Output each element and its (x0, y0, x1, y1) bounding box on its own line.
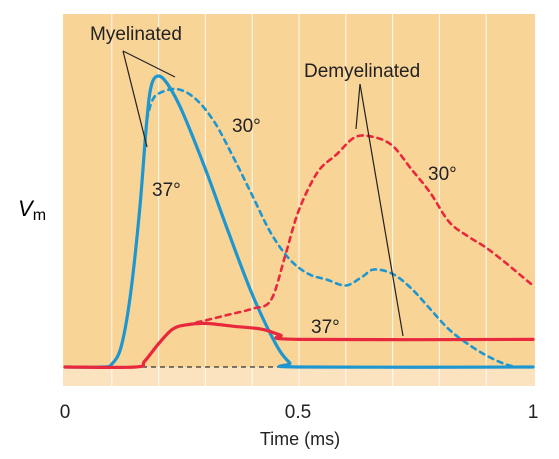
annotation-myelinated: Myelinated (90, 24, 182, 45)
annotation-demyelinated: Demyelinated (304, 61, 420, 82)
gridlines (111, 14, 487, 386)
series-line-demyelinated-30 (185, 134, 535, 327)
annotation-myelinated-30: 30° (232, 116, 261, 137)
series-line-demyelinated-37 (63, 321, 535, 370)
x-tick-label-1: 0.5 (285, 402, 311, 423)
annotation-myelinated-37: 37° (152, 180, 181, 201)
x-axis-title: Time (ms) (260, 429, 340, 449)
x-tick-label-0: 0 (60, 402, 71, 423)
series-line-myelinated-37 (63, 74, 535, 369)
y-axis-title: Vm (18, 196, 46, 224)
y-axis-title-main: V (18, 196, 35, 221)
annotation-lines (122, 50, 404, 337)
annotation-leader-line (355, 83, 361, 130)
annotation-leader-line (122, 50, 176, 78)
y-axis-title-subscript: m (33, 207, 46, 224)
annotation-demyelinated-37: 37° (311, 317, 340, 338)
x-tick-label-2: 1 (528, 402, 539, 423)
series-line-myelinated-30 (145, 87, 535, 369)
series-layer (63, 74, 535, 370)
annotation-leader-line (122, 50, 148, 148)
annotation-leader-line (359, 83, 404, 337)
annotation-demyelinated-30: 30° (428, 164, 457, 185)
